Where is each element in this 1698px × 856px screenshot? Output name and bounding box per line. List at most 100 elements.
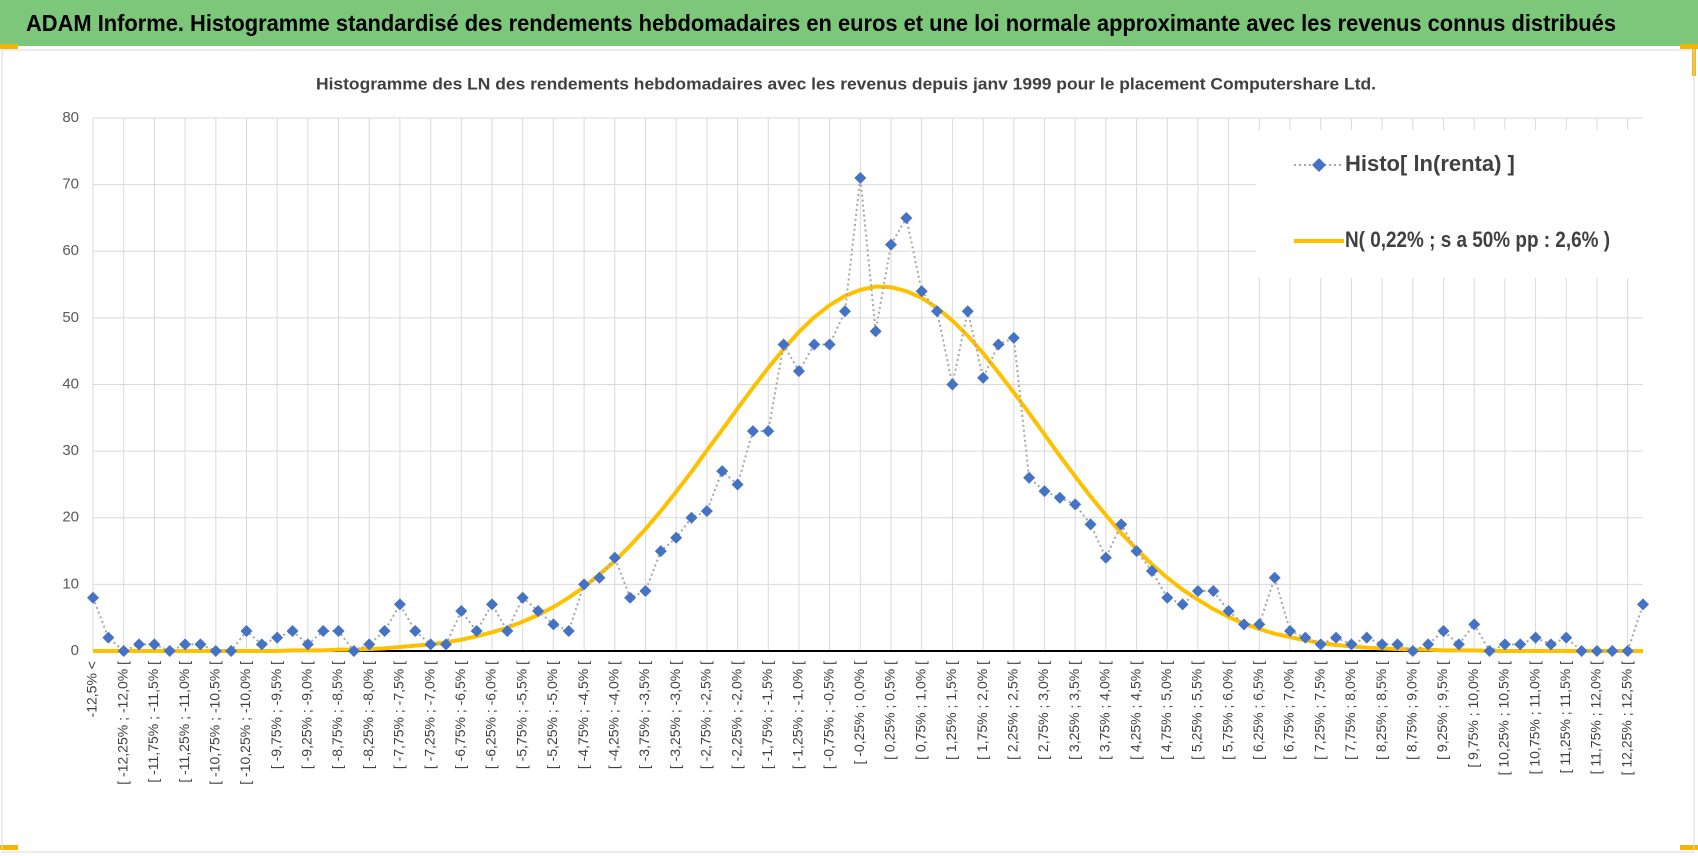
histogram-marker: [946, 378, 959, 391]
histogram-marker: [731, 478, 744, 491]
histogram-marker: [823, 338, 836, 351]
plot: [87, 171, 1649, 657]
histogram-marker: [1498, 638, 1511, 651]
histogram-marker: [194, 638, 207, 651]
x-tick-label: [ -7,25% ; -7,0% [: [421, 661, 437, 769]
x-tick-label: [ -11,25% ; -11,0% [: [176, 661, 192, 783]
histogram-marker: [501, 625, 514, 638]
x-tick-label: [ 1,25% ; 1,5% [: [943, 661, 959, 760]
legend-marker: [1312, 158, 1326, 172]
histogram-marker: [838, 305, 851, 318]
histogram-marker: [1222, 605, 1235, 618]
x-tick-label: [ 4,25% ; 4,5% [: [1127, 661, 1143, 760]
histogram-marker: [992, 338, 1005, 351]
x-tick-label: [ 12,25% ; 12,5% [: [1618, 661, 1634, 776]
x-tick-label: [ -11,75% ; -11,5% [: [145, 661, 161, 783]
histogram-marker: [578, 578, 591, 591]
x-tick-label: [ 2,25% ; 2,5% [: [1004, 661, 1020, 760]
histogram-marker: [117, 645, 130, 657]
x-tick-label: [ 1,75% ; 2,0% [: [974, 661, 990, 760]
histogram-marker: [654, 545, 667, 558]
histogram-marker: [163, 645, 176, 657]
histogram-marker: [439, 638, 452, 651]
histogram-marker: [409, 625, 422, 638]
histogram-marker: [762, 425, 775, 438]
histogram-marker: [977, 371, 990, 384]
x-tick-label: [ -6,25% ; -6,0% [: [483, 661, 499, 769]
histogram-marker: [1406, 645, 1419, 657]
histogram-marker: [1360, 631, 1373, 644]
histogram-marker: [1330, 631, 1343, 644]
x-tick-label: [ -3,75% ; -3,5% [: [636, 661, 652, 769]
histogram-marker: [900, 211, 913, 224]
histogram-marker: [1345, 638, 1358, 651]
x-tick-label: [ 8,25% ; 8,5% [: [1373, 661, 1389, 760]
histogram-marker: [547, 618, 560, 631]
histogram-marker: [148, 638, 161, 651]
x-tick-label: [ -7,75% ; -7,5% [: [391, 661, 407, 769]
histogram-marker: [1376, 638, 1389, 651]
chart-frame: [1, 49, 1695, 853]
x-tick-label: -12,5% <: [84, 661, 100, 717]
x-tick-label: [ 3,75% ; 4,0% [: [1097, 661, 1113, 760]
x-tick-label: [ -2,75% ; -2,5% [: [698, 661, 714, 769]
histogram-marker: [1207, 585, 1220, 598]
x-tick-label: [ -0,25% ; 0,0% [: [851, 661, 867, 765]
histogram-marker: [317, 625, 330, 638]
legend-label: N( 0,22% ; s a 50% pp : 2,6% ): [1345, 227, 1610, 252]
histogram-marker: [286, 625, 299, 638]
grid: 0 10 20 30 40 50 60 70 80 -12,5% < [ -12,25% ; -12…: [62, 109, 1643, 785]
y-tick-label: 30: [62, 442, 79, 459]
histogram-marker: [332, 625, 345, 638]
histogram-marker: [1483, 645, 1496, 657]
x-tick-label: [ 9,25% ; 9,5% [: [1434, 661, 1450, 760]
x-tick-label: [ 10,25% ; 10,5% [: [1496, 661, 1512, 776]
histogram-marker: [1161, 591, 1174, 604]
histogram-marker: [624, 591, 637, 604]
histogram-marker: [700, 505, 713, 518]
histogram-marker: [1099, 551, 1112, 564]
histogram-marker: [1191, 585, 1204, 598]
histogram-marker: [1437, 625, 1450, 638]
corner-accent: [0, 44, 18, 49]
histogram-marker: [915, 285, 928, 298]
x-tick-label: [ -6,75% ; -6,5% [: [452, 661, 468, 769]
histogram-marker: [378, 625, 391, 638]
histogram-marker: [271, 631, 284, 644]
x-tick-label: [ 6,25% ; 6,5% [: [1250, 661, 1266, 760]
x-tick-label: [ -2,25% ; -2,0% [: [728, 661, 744, 769]
y-tick-label: 40: [62, 375, 79, 392]
header-title: ADAM Informe. Histogramme standardisé de…: [26, 10, 1616, 36]
histogram-marker: [1038, 485, 1051, 498]
x-tick-label: [ 11,25% ; 11,5% [: [1557, 661, 1573, 773]
legend: Histo[ ln(renta) ] N( 0,22% ; s a 50% pp …: [1256, 130, 1648, 278]
y-tick-label: 50: [62, 309, 79, 326]
histogram-marker: [133, 638, 146, 651]
histogram-marker: [1023, 471, 1036, 484]
histogram-marker: [347, 645, 360, 657]
histogram-marker: [885, 238, 898, 251]
x-tick-label: [ -9,75% ; -9,5% [: [268, 661, 284, 769]
x-tick-label: [ 6,75% ; 7,0% [: [1281, 661, 1297, 760]
y-tick-label: 20: [62, 509, 79, 526]
histogram-marker: [1069, 498, 1082, 511]
histogram-marker: [1268, 571, 1281, 584]
histogram-marker: [424, 638, 437, 651]
histogram-marker: [1115, 518, 1128, 531]
x-tick-label: [ 7,75% ; 8,0% [: [1342, 661, 1358, 760]
y-tick-label: 70: [62, 176, 79, 193]
chart-title: Histogramme des LN des rendements hebdom…: [316, 74, 1376, 93]
y-tick-label: 0: [71, 642, 79, 659]
histogram-marker: [562, 625, 575, 638]
histogram-marker: [639, 585, 652, 598]
histogram-marker: [1007, 331, 1020, 344]
histogram-marker: [1084, 518, 1097, 531]
histogram-marker: [1314, 638, 1327, 651]
histogram-marker: [301, 638, 314, 651]
histogram-marker: [1422, 638, 1435, 651]
histogram-marker: [716, 465, 729, 478]
histogram-marker: [1575, 645, 1588, 657]
histogram-marker: [685, 511, 698, 524]
x-tick-label: [ 11,75% ; 12,0% [: [1588, 661, 1604, 774]
